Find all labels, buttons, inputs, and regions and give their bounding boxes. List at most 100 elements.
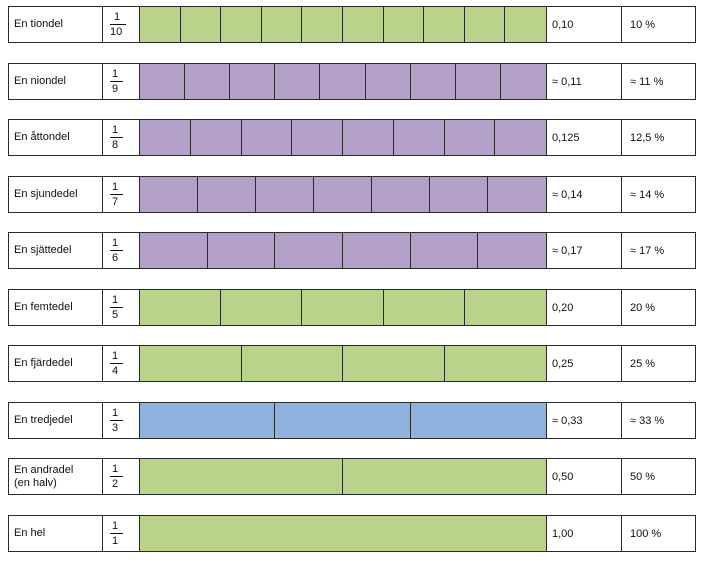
decimal-value: ≈ 0,14	[546, 176, 622, 213]
decimal-value: ≈ 0,11	[546, 63, 622, 100]
fraction-bar-strip	[139, 232, 547, 269]
fraction-bar-strip	[139, 458, 547, 495]
fraction-name-cell: En åttondel	[8, 119, 103, 156]
fraction-name: En åttondel	[14, 131, 70, 143]
fraction-row: En åttondel 1 8 0,125 12,5 %	[8, 119, 696, 156]
fraction-segment	[314, 177, 372, 212]
fraction-numerator: 1	[112, 520, 119, 532]
fraction-bar	[110, 137, 123, 138]
fraction-bar	[110, 81, 123, 82]
fraction-name: En hel	[14, 527, 46, 539]
fraction-segment	[384, 290, 465, 325]
fraction-name: En andradel	[14, 463, 74, 476]
fraction-segment	[140, 516, 546, 551]
fraction-denominator: 7	[112, 196, 119, 208]
fraction-segment	[343, 459, 546, 494]
fraction-bar-strip	[139, 6, 547, 43]
decimal-value: 0,25	[546, 345, 622, 382]
decimal-value: ≈ 0,17	[546, 232, 622, 269]
fraction-segment	[221, 7, 262, 42]
fraction-denominator: 3	[112, 422, 119, 434]
fraction-segment	[320, 64, 366, 99]
fraction-name: En femtedel	[14, 301, 73, 313]
fraction-segment	[242, 346, 343, 381]
fraction-name: En niondel	[14, 75, 66, 87]
fraction-denominator: 8	[112, 139, 119, 151]
fraction-row: En tiondel 1 10 0,10 10 %	[8, 6, 696, 43]
percent-value: 12,5 %	[621, 119, 696, 156]
fraction-segment	[465, 7, 505, 42]
fraction-numerator: 1	[114, 11, 121, 23]
fraction-segment	[140, 233, 208, 268]
fraction-bar-strip	[139, 515, 547, 552]
fraction-bar-strip	[139, 63, 547, 100]
fraction-segment	[275, 64, 320, 99]
fraction-segment	[505, 7, 546, 42]
fraction-segment	[198, 177, 256, 212]
fraction-row: En niondel 1 9 ≈ 0,11 ≈ 11 %	[8, 63, 696, 100]
fraction-row: En femtedel 1 5 0,20 20 %	[8, 289, 696, 326]
fraction-segment	[424, 7, 465, 42]
fraction-row: En sjättedel 1 6 ≈ 0,17 ≈ 17 %	[8, 232, 696, 269]
fraction-segment	[262, 7, 302, 42]
fraction-segment	[140, 403, 275, 438]
fraction-name-cell: En niondel	[8, 63, 103, 100]
fraction-bar	[110, 250, 123, 251]
fraction-name-cell: En andradel (en halv)	[8, 458, 103, 495]
fraction-bar	[110, 24, 126, 25]
decimal-value: 0,50	[546, 458, 622, 495]
fraction-segment	[140, 177, 198, 212]
fraction-segment	[191, 120, 242, 155]
fraction-segment	[501, 64, 546, 99]
fraction-name-cell: En sjundedel	[8, 176, 103, 213]
fraction-segment	[221, 290, 302, 325]
fraction-bar	[110, 307, 123, 308]
fraction-numerator: 1	[112, 68, 119, 80]
percent-value: 100 %	[621, 515, 696, 552]
fraction-segment	[140, 346, 242, 381]
fraction-denominator: 9	[112, 83, 119, 95]
percent-value: 50 %	[621, 458, 696, 495]
fraction-segment	[140, 64, 185, 99]
percent-value: ≈ 11 %	[621, 63, 696, 100]
fraction-row: En hel 1 1 1,00 100 %	[8, 515, 696, 552]
fraction-numerator: 1	[112, 407, 119, 419]
fraction-segment	[366, 64, 411, 99]
fraction-segment	[384, 7, 424, 42]
fraction-bar-strip	[139, 402, 547, 439]
fraction-segment	[256, 177, 314, 212]
fraction-segment	[445, 346, 546, 381]
fraction-name: En sjundedel	[14, 188, 78, 200]
fraction-segment	[181, 7, 221, 42]
fraction-segment	[343, 7, 384, 42]
decimal-value: 0,125	[546, 119, 622, 156]
fraction-bar	[110, 420, 123, 421]
fraction-name-cell: En hel	[8, 515, 103, 552]
fraction-row: En fjärdedel 1 4 0,25 25 %	[8, 345, 696, 382]
fraction-segment	[495, 120, 546, 155]
fraction-segment	[372, 177, 430, 212]
fraction-name-cell: En femtedel	[8, 289, 103, 326]
fraction-denominator: 1	[112, 535, 119, 547]
fraction-row: En andradel (en halv) 1 2 0,50 50 %	[8, 458, 696, 495]
fraction-segment	[465, 290, 546, 325]
fraction-segment	[302, 290, 384, 325]
decimal-value: 0,20	[546, 289, 622, 326]
fraction-segment	[140, 120, 191, 155]
fraction-segment	[302, 7, 343, 42]
fraction-segment	[140, 290, 221, 325]
decimal-value: ≈ 0,33	[546, 402, 622, 439]
percent-value: 10 %	[621, 6, 696, 43]
fraction-name: En sjättedel	[14, 244, 72, 256]
fraction-segment	[140, 459, 343, 494]
fraction-numerator: 1	[112, 181, 119, 193]
fraction-numerator: 1	[112, 124, 119, 136]
fraction-row: En tredjedel 1 3 ≈ 0,33 ≈ 33 %	[8, 402, 696, 439]
fraction-numerator: 1	[112, 237, 119, 249]
fraction-denominator: 2	[112, 478, 119, 490]
fraction-segment	[208, 233, 275, 268]
